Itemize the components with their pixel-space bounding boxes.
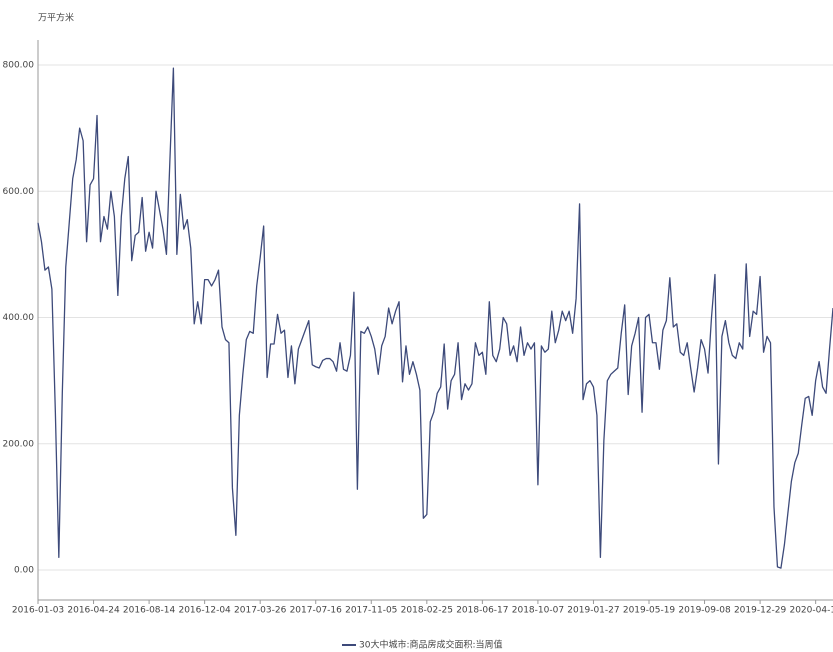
x-tick-label: 2019-12-29 <box>734 606 787 616</box>
x-tick-label: 2019-09-08 <box>678 606 731 616</box>
x-tick-label: 2017-07-16 <box>290 606 343 616</box>
x-tick-label: 2018-06-17 <box>456 606 508 616</box>
x-tick-label: 2016-08-14 <box>123 606 176 616</box>
y-tick-label: 800.00 <box>3 60 35 70</box>
y-tick-label: 400.00 <box>3 313 35 323</box>
x-tick-label: 2019-01-27 <box>567 606 619 616</box>
x-tick-label: 2017-11-05 <box>345 606 397 616</box>
x-tick-label: 2016-12-04 <box>178 606 231 616</box>
y-tick-label: 200.00 <box>3 439 35 449</box>
x-tick-label: 2016-04-24 <box>67 606 120 616</box>
series-line <box>37 67 833 569</box>
x-tick-label: 2017-03-26 <box>234 606 287 616</box>
x-tick-label: 2016-01-03 <box>12 606 64 616</box>
y-axis-label: 万平方米 <box>38 12 74 24</box>
x-tick-label: 2019-05-19 <box>623 606 676 616</box>
x-tick-label: 2020-04-19 <box>789 606 833 616</box>
y-tick-label: 600.00 <box>3 187 35 197</box>
legend-label: 30大中城市:商品房成交面积:当周值 <box>359 639 503 651</box>
x-tick-label: 2018-10-07 <box>512 606 564 616</box>
x-tick-label: 2018-02-25 <box>401 606 453 616</box>
y-tick-label: 0.00 <box>14 566 34 576</box>
